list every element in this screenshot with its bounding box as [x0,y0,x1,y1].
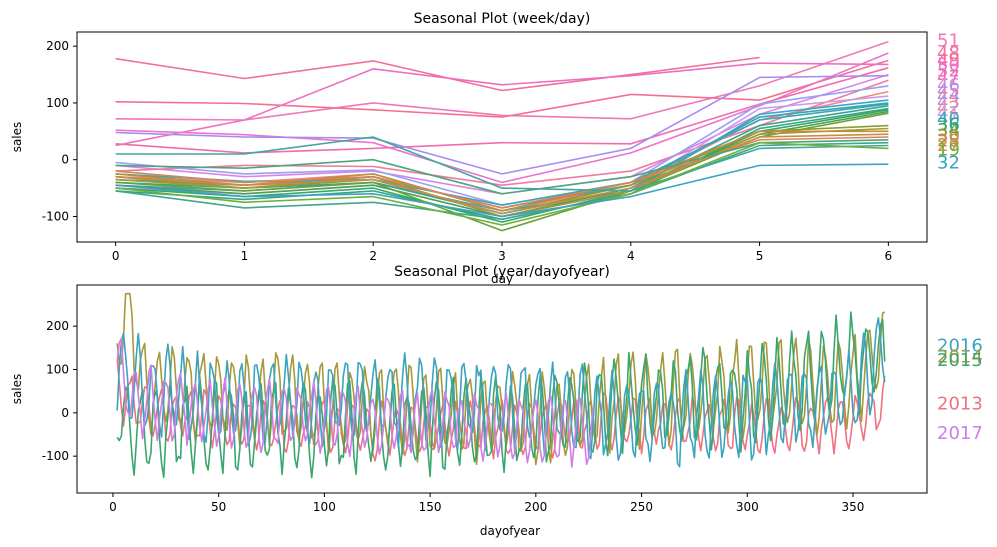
series-line-2013 [116,359,886,462]
series-line-28 [115,133,889,215]
weekly-y-axis-label: sales [10,122,24,153]
end-label-34: 34 [937,120,960,141]
y-tick-label: 200 [46,319,69,333]
series-line-24 [115,136,889,192]
end-label-51: 51 [937,31,960,52]
end-label-32: 32 [937,153,960,174]
series-line-52 [115,52,889,184]
end-label-45: 45 [937,80,960,101]
y-tick-label: -100 [42,449,69,463]
x-tick-label: 1 [241,249,249,263]
x-tick-label: 50 [211,500,226,514]
series-line-19 [115,141,889,226]
end-label-2014: 2014 [937,347,983,368]
end-label-19: 19 [937,139,960,160]
y-tick-label: -100 [42,209,69,223]
end-label-46: 46 [937,75,960,96]
end-label-48: 48 [937,43,960,64]
x-tick-label: 4 [627,249,635,263]
x-tick-label: 300 [736,500,759,514]
series-line-32 [115,163,889,218]
end-label-2016: 2016 [937,336,983,357]
series-line-38 [115,103,889,206]
end-label-49: 49 [937,50,960,71]
x-tick-label: 0 [112,249,120,263]
end-label-47: 47 [937,67,960,88]
end-label-27: 27 [937,135,960,156]
x-tick-label: 150 [419,500,442,514]
y-tick-label: 100 [46,96,69,110]
end-label-52: 52 [937,61,960,82]
yearly-y-axis-label: sales [10,374,24,405]
end-label-41: 41 [937,103,960,124]
end-label-2015: 2015 [937,350,983,371]
x-tick-label: 2 [369,249,377,263]
x-tick-label: 5 [756,249,764,263]
end-label-28: 28 [937,130,960,151]
weekly-axis-ticks: 0 1 2 3 4 5 6 -100 0 100 200 [42,39,892,263]
weekly-chart-title: Seasonal Plot (week/day) [414,11,591,27]
x-tick-label: 100 [313,500,336,514]
end-label-30: 30 [937,126,960,147]
end-label-42: 42 [937,97,960,118]
y-tick-label: 0 [61,153,69,167]
x-tick-label: 350 [842,500,865,514]
series-line-25 [115,141,889,221]
series-line-45 [115,74,889,175]
end-label-2017: 2017 [937,423,983,444]
y-tick-label: 200 [46,39,69,53]
series-line-49 [115,59,889,118]
yearly-series-lines [116,292,886,479]
end-label-50: 50 [937,54,960,75]
x-tick-label: 250 [630,500,653,514]
series-line-2017 [116,337,594,468]
end-label-36: 36 [937,115,960,136]
series-line-48 [115,56,760,92]
y-tick-label: 100 [46,363,69,377]
x-tick-label: 0 [109,500,117,514]
x-tick-label: 6 [885,249,893,263]
series-line-50 [115,62,889,147]
end-label-2013: 2013 [937,393,983,414]
weekly-x-axis-label: day [491,272,513,286]
weekly-series-lines [115,40,889,232]
yearly-seasonal-chart: Seasonal Plot (year/dayofyear) dayofyear… [10,264,983,538]
x-tick-label: 200 [524,500,547,514]
x-tick-label: 3 [498,249,506,263]
end-label-43: 43 [937,92,960,113]
series-line-27 [115,136,889,209]
end-label-44: 44 [937,86,960,107]
yearly-axis-ticks: 0 50 100 150 200 250 300 350 -100 0 100 200 [42,319,865,514]
yearly-chart-title: Seasonal Plot (year/dayofyear) [394,264,610,280]
y-tick-label: 0 [61,406,69,420]
end-label-40: 40 [937,109,960,130]
yearly-x-axis-label: dayofyear [480,524,540,538]
